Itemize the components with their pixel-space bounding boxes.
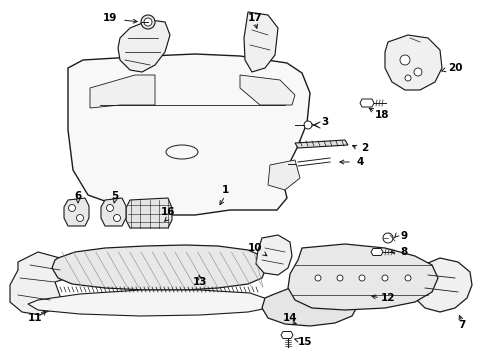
Circle shape [400,55,410,65]
Text: 14: 14 [283,313,297,323]
Polygon shape [371,248,383,256]
Polygon shape [268,160,300,190]
Text: 3: 3 [321,117,329,127]
Circle shape [106,204,114,212]
Polygon shape [244,12,278,72]
Polygon shape [10,252,72,315]
Polygon shape [101,198,126,226]
Polygon shape [90,75,155,108]
Text: 10: 10 [248,243,262,253]
Text: 4: 4 [356,157,364,167]
Polygon shape [262,285,358,326]
Circle shape [304,121,312,129]
Text: 1: 1 [221,185,229,195]
Polygon shape [126,198,172,228]
Polygon shape [240,75,295,105]
Text: 19: 19 [103,13,117,23]
Polygon shape [52,245,266,290]
Text: 17: 17 [247,13,262,23]
Circle shape [383,233,393,243]
Polygon shape [385,35,442,90]
Text: 13: 13 [193,277,207,287]
Polygon shape [295,140,348,148]
Circle shape [359,275,365,281]
Text: 6: 6 [74,191,82,201]
Text: 20: 20 [448,63,462,73]
Text: 16: 16 [161,207,175,217]
Polygon shape [360,99,374,107]
Circle shape [144,18,152,26]
Circle shape [76,215,83,221]
Polygon shape [118,20,170,72]
Circle shape [405,275,411,281]
Polygon shape [28,290,270,316]
Text: 5: 5 [111,191,119,201]
Text: 12: 12 [381,293,395,303]
Circle shape [315,275,321,281]
Polygon shape [288,244,438,310]
Text: 7: 7 [458,320,466,330]
Text: 9: 9 [400,231,408,241]
Polygon shape [64,198,89,226]
Polygon shape [68,54,310,215]
Text: 18: 18 [375,110,389,120]
Text: 15: 15 [298,337,312,347]
Text: 11: 11 [28,313,42,323]
Polygon shape [413,258,472,312]
Polygon shape [281,332,293,338]
Circle shape [337,275,343,281]
Circle shape [114,215,121,221]
Circle shape [141,15,155,29]
Circle shape [69,204,75,212]
Polygon shape [256,235,292,275]
Text: 2: 2 [361,143,368,153]
Text: 8: 8 [400,247,408,257]
Circle shape [382,275,388,281]
Circle shape [405,75,411,81]
Circle shape [414,68,422,76]
